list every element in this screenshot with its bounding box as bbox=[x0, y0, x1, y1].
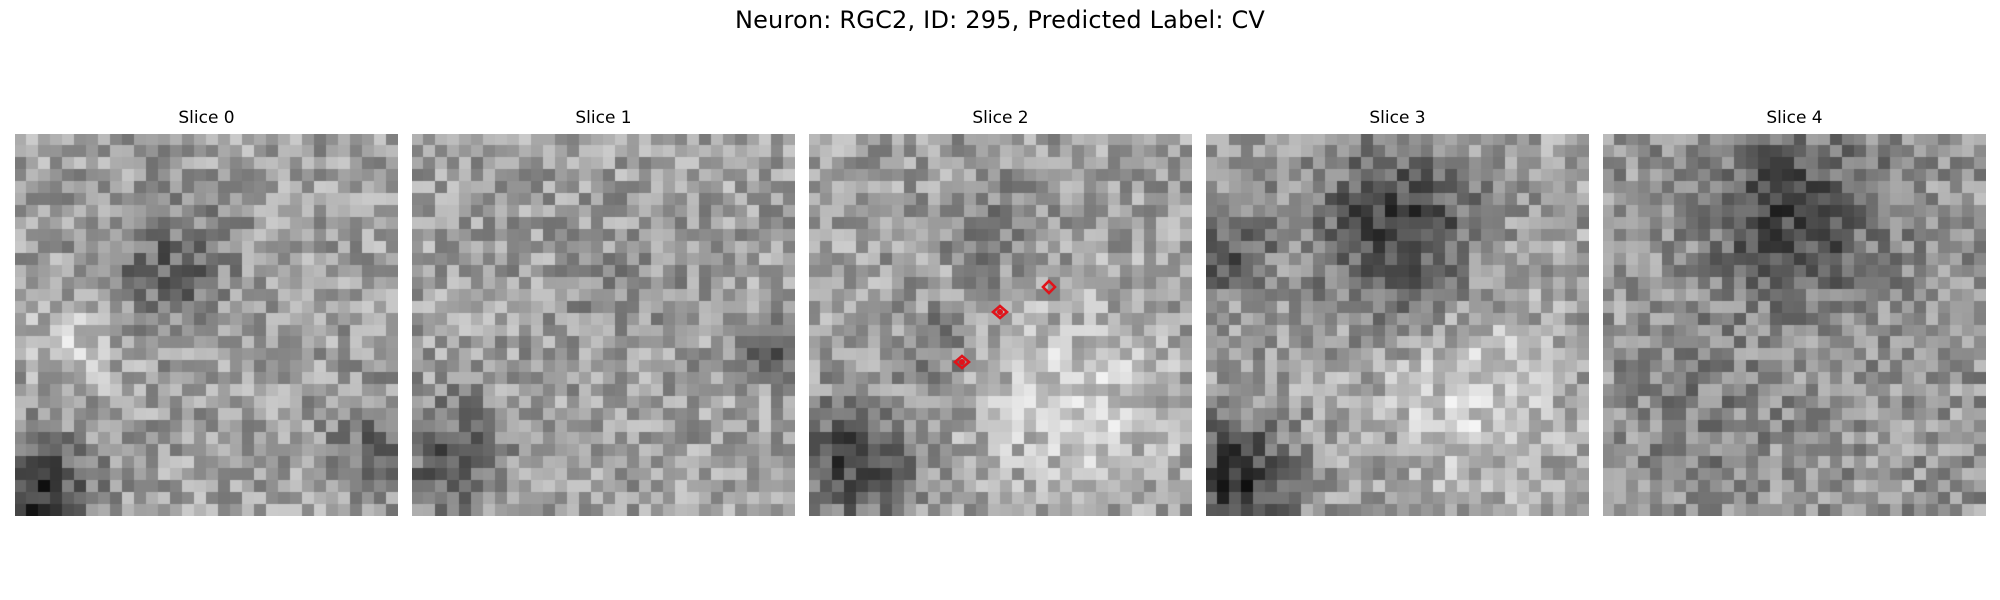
slice-1-panel: Slice 1 bbox=[412, 108, 795, 516]
slice-2-image bbox=[809, 134, 1192, 516]
marker-diamond-3 bbox=[953, 354, 971, 370]
slice-2-markers bbox=[953, 279, 1057, 370]
slice-0-panel: Slice 0 bbox=[15, 108, 398, 516]
slice-2-panel: Slice 2 bbox=[809, 108, 1192, 516]
slice-0-title: Slice 0 bbox=[178, 108, 235, 128]
slice-4-image bbox=[1603, 134, 1986, 516]
slice-1-image bbox=[412, 134, 795, 516]
slice-3-title: Slice 3 bbox=[1369, 108, 1426, 128]
marker-diamond-1 bbox=[991, 304, 1009, 320]
slice-3-image bbox=[1206, 134, 1589, 516]
slice-2-title: Slice 2 bbox=[972, 108, 1029, 128]
slice-1-title: Slice 1 bbox=[575, 108, 632, 128]
marker-dot-3 bbox=[959, 359, 965, 365]
marker-dot-1 bbox=[997, 309, 1003, 315]
figure-title: Neuron: RGC2, ID: 295, Predicted Label: … bbox=[734, 6, 1266, 34]
slice-3-panel: Slice 3 bbox=[1206, 108, 1589, 516]
slice-0-image bbox=[15, 134, 398, 516]
slice-4-panel: Slice 4 bbox=[1603, 108, 1986, 516]
marker-diamond-2 bbox=[1041, 279, 1057, 295]
slice-4-title: Slice 4 bbox=[1766, 108, 1823, 128]
